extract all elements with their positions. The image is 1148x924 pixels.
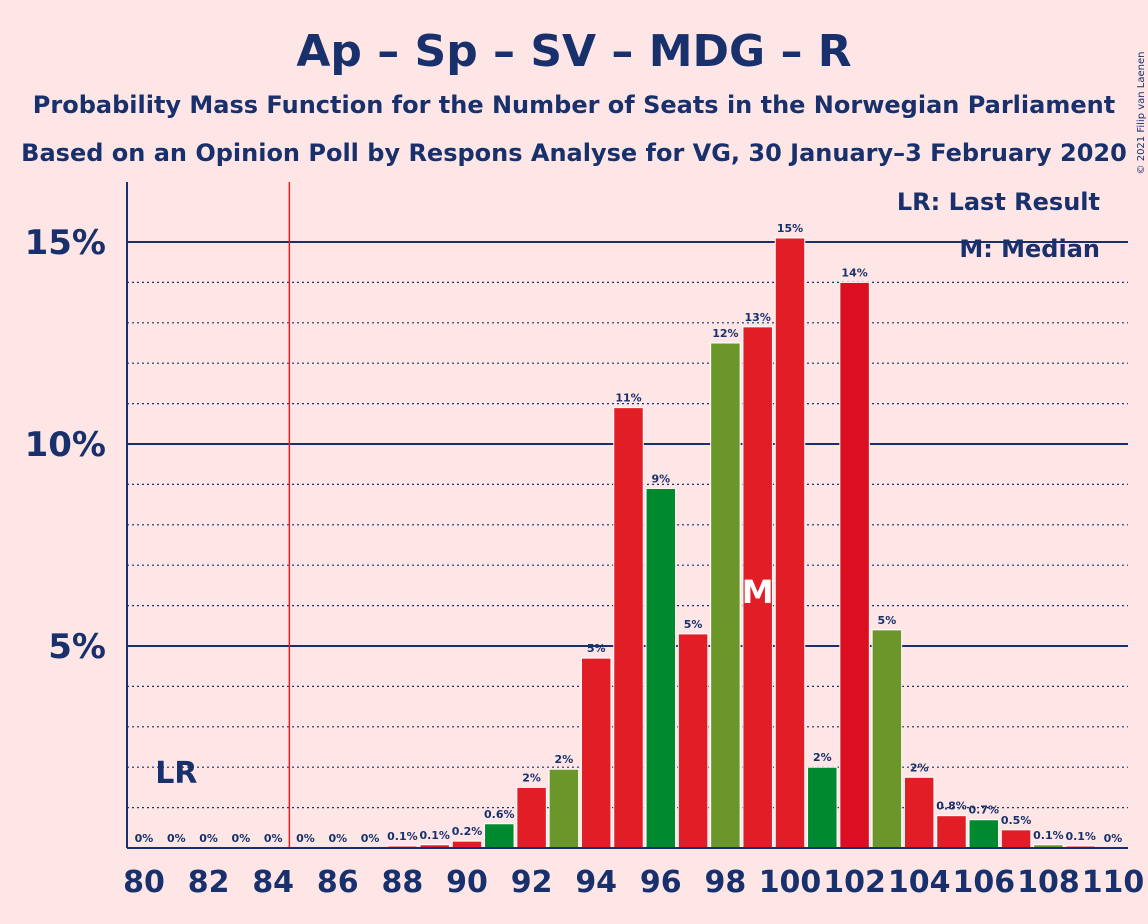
x-tick-label: 108: [1017, 865, 1080, 900]
data-label-seat-91: 0.6%: [484, 808, 515, 821]
chart-title: Ap – Sp – SV – MDG – R: [296, 26, 851, 77]
data-label-seat-107: 0.5%: [1001, 814, 1032, 827]
bar-seat-90: [451, 840, 483, 849]
data-label-seat-88: 0.1%: [387, 830, 418, 843]
x-tick-label: 106: [952, 865, 1015, 900]
x-tick-label: 98: [705, 865, 747, 900]
chart-subtitle-2: Based on an Opinion Poll by Respons Anal…: [21, 139, 1127, 167]
y-tick-label: 10%: [25, 425, 106, 465]
bar-seat-94: [580, 657, 612, 849]
data-label-seat-94: 5%: [587, 642, 606, 655]
data-label-seat-110: 0%: [1104, 832, 1123, 845]
bar-seat-91: [484, 823, 515, 849]
data-label-seat-108: 0.1%: [1033, 829, 1064, 842]
bars: [387, 237, 1096, 849]
data-label-seat-102: 14%: [841, 266, 867, 279]
bar-seat-102: [839, 281, 870, 849]
data-label-seat-86: 0%: [328, 832, 347, 845]
data-label-seat-83: 0%: [232, 832, 251, 845]
chart-subtitle-1: Probability Mass Function for the Number…: [33, 91, 1115, 119]
legend-last-result: LR: Last Result: [897, 188, 1100, 216]
data-label-seat-105: 0.8%: [936, 800, 967, 813]
bar-seat-93: [548, 768, 580, 849]
bar-seat-101: [807, 766, 838, 849]
x-tick-label: 94: [575, 865, 617, 900]
data-label-seat-97: 5%: [684, 618, 703, 631]
data-label-seat-92: 2%: [522, 771, 541, 784]
data-label-seat-101: 2%: [813, 751, 832, 764]
data-label-seat-95: 11%: [615, 392, 641, 405]
y-axis-tick-labels: 5% 10% 15%: [25, 223, 106, 667]
median-marker: M: [742, 573, 774, 611]
x-tick-label: 102: [823, 865, 886, 900]
data-label-seat-93: 2%: [555, 753, 574, 766]
x-tick-label: 80: [123, 865, 165, 900]
bar-seat-99: [742, 326, 773, 849]
data-label-seat-85: 0%: [296, 832, 315, 845]
bar-seat-104: [903, 776, 935, 849]
data-labels: 0% 0% 0% 0% 0% 0% 0% 0% 0.1% 0.1% 0.2%0.6%2%2%5%11…: [135, 222, 1123, 845]
data-label-seat-109: 0.1%: [1065, 830, 1096, 843]
data-label-seat-81: 0%: [167, 832, 186, 845]
x-tick-label: 86: [317, 865, 359, 900]
x-tick-label: 84: [252, 865, 294, 900]
y-tick-label: 5%: [48, 627, 106, 667]
data-label-seat-103: 5%: [878, 614, 897, 627]
data-label-seat-104: 2%: [910, 761, 929, 774]
last-result-line-group: LR: [155, 182, 291, 848]
data-label-seat-98: 12%: [712, 327, 738, 340]
x-tick-label: 82: [188, 865, 230, 900]
bar-seat-107: [1000, 829, 1032, 849]
bar-seat-97: [677, 633, 709, 849]
x-tick-label: 100: [759, 865, 822, 900]
data-label-seat-84: 0%: [264, 832, 283, 845]
x-tick-label: 104: [888, 865, 951, 900]
data-label-seat-90: 0.2%: [452, 825, 483, 838]
data-label-seat-106: 0.7%: [969, 804, 1000, 817]
x-tick-label: 92: [511, 865, 553, 900]
y-tick-label: 15%: [25, 223, 106, 263]
data-label-seat-96: 9%: [651, 472, 670, 485]
data-label-seat-87: 0%: [361, 832, 380, 845]
bar-seat-100: [774, 237, 806, 849]
bar-seat-96: [645, 487, 677, 849]
copyright-notice: © 2021 Filip van Laenen: [1136, 52, 1147, 175]
bar-seat-106: [968, 819, 1000, 849]
x-axis-tick-labels: 80 82 84 86 88 90 92 94 96 98 100 102 104 106 108 110: [123, 865, 1144, 900]
data-label-seat-99: 13%: [745, 311, 771, 324]
x-tick-label: 90: [446, 865, 488, 900]
bar-seat-92: [516, 786, 547, 849]
data-label-seat-82: 0%: [199, 832, 218, 845]
data-label-seat-89: 0.1%: [419, 829, 450, 842]
bar-seat-103: [871, 629, 903, 849]
bar-seat-105: [936, 815, 967, 849]
data-label-seat-100: 15%: [777, 222, 803, 235]
bar-seat-98: [710, 342, 741, 849]
bar-seat-95: [613, 407, 644, 849]
data-label-seat-80: 0%: [135, 832, 154, 845]
x-tick-label: 110: [1082, 865, 1145, 900]
last-result-marker: LR: [155, 756, 197, 791]
x-tick-label: 88: [382, 865, 424, 900]
x-tick-label: 96: [640, 865, 682, 900]
legend-median: M: Median: [959, 235, 1100, 263]
